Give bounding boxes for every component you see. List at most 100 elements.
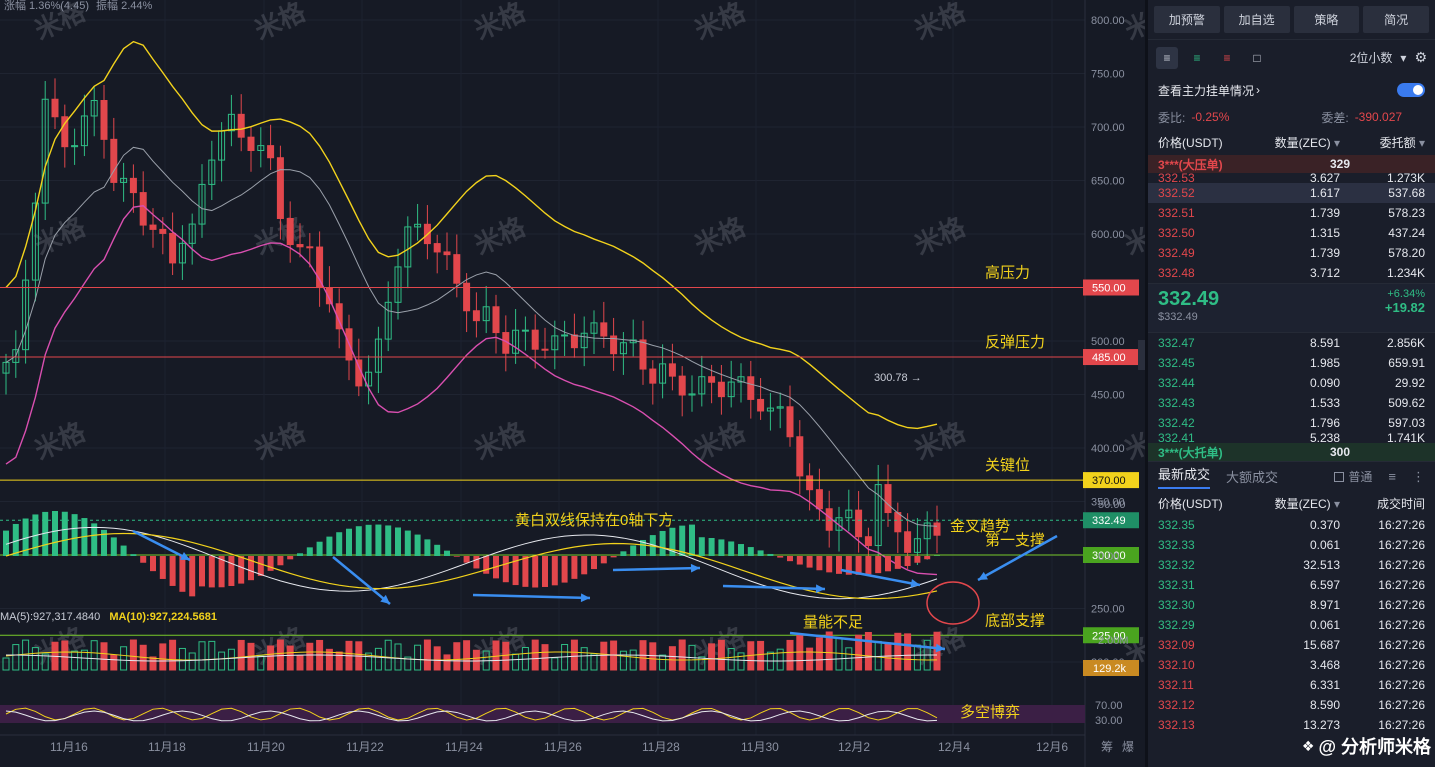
ask-row-qty: 1.739: [1309, 246, 1340, 260]
bid-row[interactable]: 332.45 1.985 659.91: [1148, 353, 1435, 373]
strategy-button[interactable]: 策略: [1293, 6, 1360, 33]
trade-row-time: 16:27:26: [1378, 698, 1425, 712]
decimal-select-value: 2位小数: [1349, 51, 1393, 65]
x-axis-tick: 11月24: [445, 740, 483, 754]
ask-row[interactable]: 332.52 1.617 537.68: [1148, 183, 1435, 203]
macd-histogram-bar: [346, 528, 352, 556]
trade-row[interactable]: 332.09 15.687 16:27:26: [1148, 635, 1435, 655]
header-qty[interactable]: 数量(ZEC) ▾: [1250, 134, 1340, 151]
bid-row[interactable]: 332.42 1.796 597.03: [1148, 413, 1435, 433]
view-main-orders-row[interactable]: 查看主力挂单情况 ›: [1148, 75, 1435, 105]
macd-histogram-bar: [875, 556, 882, 574]
volume-bar: [502, 641, 510, 671]
main-orders-toggle[interactable]: [1397, 83, 1425, 97]
candle-body: [649, 368, 657, 384]
diff-value: -390.027: [1354, 110, 1403, 124]
ask-row[interactable]: 332.48 3.712 1.234K: [1148, 263, 1435, 283]
ask-wall-row[interactable]: 3***(大压单) 329: [1148, 155, 1435, 173]
trade-row[interactable]: 332.30 8.971 16:27:26: [1148, 595, 1435, 615]
trade-row[interactable]: 332.33 0.061 16:27:26: [1148, 535, 1435, 555]
candle-body: [727, 381, 735, 398]
bid-row[interactable]: 332.44 0.090 29.92: [1148, 373, 1435, 393]
ask-row[interactable]: 332.49 1.739 578.20: [1148, 243, 1435, 263]
volume-bar: [335, 651, 343, 671]
trade-row[interactable]: 332.10 3.468 16:27:26: [1148, 655, 1435, 675]
trade-row[interactable]: 332.12 8.590 16:27:26: [1148, 695, 1435, 715]
candle-body: [737, 376, 745, 383]
ask-row-qty: 1.739: [1309, 206, 1340, 220]
level-price-tag: [1083, 279, 1139, 296]
volume-bar: [472, 649, 480, 671]
volume-bar: [80, 649, 88, 671]
level-price-tag: [1083, 547, 1139, 563]
trades-header-qty[interactable]: 数量(ZEC) ▾: [1250, 495, 1340, 512]
volume-bar: [776, 648, 784, 671]
both-sides-view-icon[interactable]: ≡: [1156, 46, 1178, 69]
brand-logo-icon: ❖: [1301, 737, 1315, 754]
settings-gear-icon[interactable]: ⚙: [1414, 49, 1427, 65]
trade-row[interactable]: 332.29 0.061 16:27:26: [1148, 615, 1435, 635]
depth-view-icon[interactable]: □: [1253, 50, 1261, 65]
macd-histogram-bar: [767, 553, 774, 556]
volume-bar: [884, 643, 892, 671]
candle-body: [933, 522, 941, 536]
candle-body: [580, 332, 588, 349]
trade-row-price: 332.12: [1158, 698, 1195, 712]
ask-row[interactable]: 332.53 3.627 1.273K: [1148, 173, 1435, 183]
volume-bar: [678, 639, 686, 671]
bids-only-view-icon[interactable]: ≡: [1193, 50, 1201, 65]
ask-row-qty: 3.627: [1309, 173, 1340, 183]
add-watchlist-button[interactable]: 加自选: [1223, 6, 1290, 33]
candle-body: [561, 334, 569, 337]
trade-row[interactable]: 332.32 32.513 16:27:26: [1148, 555, 1435, 575]
candle-body: [659, 363, 667, 384]
mid-price: 332.49: [1158, 288, 1220, 310]
header-total[interactable]: 委托额 ▾: [1340, 134, 1425, 151]
candle-body: [551, 335, 559, 351]
trend-arrow-head: [815, 584, 825, 594]
tab-large-trades[interactable]: 大额成交: [1226, 470, 1279, 485]
trend-arrow: [612, 566, 701, 572]
ask-row[interactable]: 332.51 1.739 578.23: [1148, 203, 1435, 223]
decimal-select[interactable]: 2位小数 ▾ ⚙: [1350, 49, 1427, 66]
normal-checkbox[interactable]: 普通: [1334, 468, 1372, 485]
panel-divider[interactable]: [1145, 0, 1148, 767]
bid-row[interactable]: 332.47 8.591 2.856K: [1148, 333, 1435, 353]
bid-wall-row[interactable]: 3***(大托单) 300: [1148, 443, 1435, 461]
watermark: 米格: [910, 416, 971, 466]
ask-row[interactable]: 332.50 1.315 437.24: [1148, 223, 1435, 243]
x-axis-tick: 12月6: [1036, 740, 1068, 754]
tab-latest-trades[interactable]: 最新成交: [1158, 464, 1211, 489]
filter-icon[interactable]: ≡: [1388, 469, 1396, 484]
candle-body: [463, 282, 471, 312]
trade-row[interactable]: 332.35 0.370 16:27:26: [1148, 515, 1435, 535]
oscillator-line: [5, 710, 938, 722]
chart-canvas[interactable]: 800.00 750.00 700.00 650.00 600.00 550.00 500.…: [0, 0, 1145, 767]
overview-button[interactable]: 简况: [1363, 6, 1429, 33]
trend-arrow: [789, 631, 946, 651]
add-alert-button[interactable]: 加预警: [1154, 6, 1220, 33]
bid-row[interactable]: 332.41 5.238 1.741K: [1148, 433, 1435, 443]
candle-body: [639, 339, 647, 370]
macd-histogram-bar: [806, 556, 813, 568]
trade-row-time: 16:27:26: [1378, 678, 1425, 692]
chart-area[interactable]: 800.00 750.00 700.00 650.00 600.00 550.00 500.…: [0, 0, 1145, 767]
trade-row[interactable]: 332.13 13.273 16:27:26: [1148, 715, 1435, 735]
trade-row[interactable]: 332.31 6.597 16:27:26: [1148, 575, 1435, 595]
macd-histogram-bar: [189, 556, 196, 597]
trade-row[interactable]: 332.11 6.331 16:27:26: [1148, 675, 1435, 695]
asks-only-view-icon[interactable]: ≡: [1223, 50, 1231, 65]
oscillator-axis-tick: 70.00: [1095, 700, 1123, 712]
volume-ma-line: [5, 651, 938, 661]
bid-row[interactable]: 332.43 1.533 509.62: [1148, 393, 1435, 413]
candle-body: [61, 116, 69, 148]
watermark: 米格: [910, 211, 971, 261]
volume-tag-text: 129.2k: [1093, 663, 1127, 675]
macd-histogram-bar: [257, 556, 264, 576]
more-icon[interactable]: ⋮: [1412, 468, 1425, 484]
volume-bar: [757, 640, 765, 671]
candle-body: [796, 436, 804, 477]
drag-handle[interactable]: [1138, 340, 1145, 370]
volume-bar: [717, 639, 725, 671]
volume-bar: [208, 640, 216, 671]
